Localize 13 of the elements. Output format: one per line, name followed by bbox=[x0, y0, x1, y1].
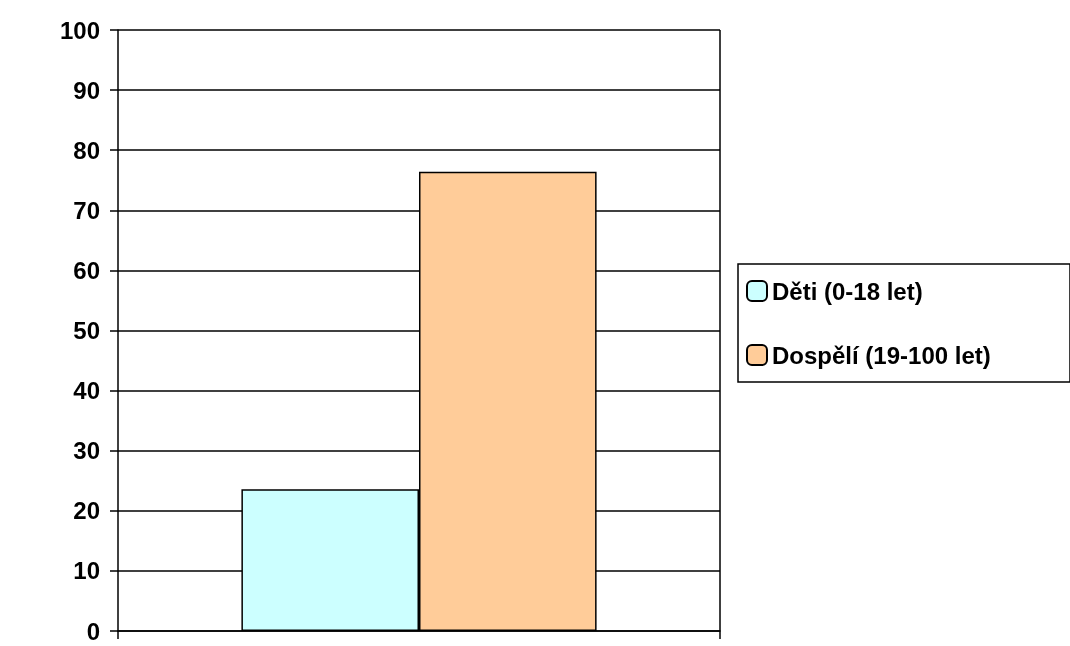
y-tick-label: 90 bbox=[73, 76, 100, 104]
y-tick-label: 80 bbox=[73, 136, 100, 164]
y-tick-label: 70 bbox=[73, 196, 100, 224]
y-tick-label: 100 bbox=[59, 16, 100, 44]
y-tick-label: 0 bbox=[86, 617, 100, 645]
y-tick-label: 50 bbox=[73, 317, 100, 344]
y-tick-label: 10 bbox=[73, 557, 100, 585]
y-tick-label: 60 bbox=[73, 256, 100, 284]
legend-label: Dospělí (19-100 let) bbox=[772, 341, 991, 369]
y-tick-label: 30 bbox=[73, 437, 100, 465]
y-tick-label: 20 bbox=[73, 497, 100, 525]
y-tick-label: 40 bbox=[73, 377, 100, 405]
legend-label: Děti (0-18 let) bbox=[772, 277, 923, 305]
